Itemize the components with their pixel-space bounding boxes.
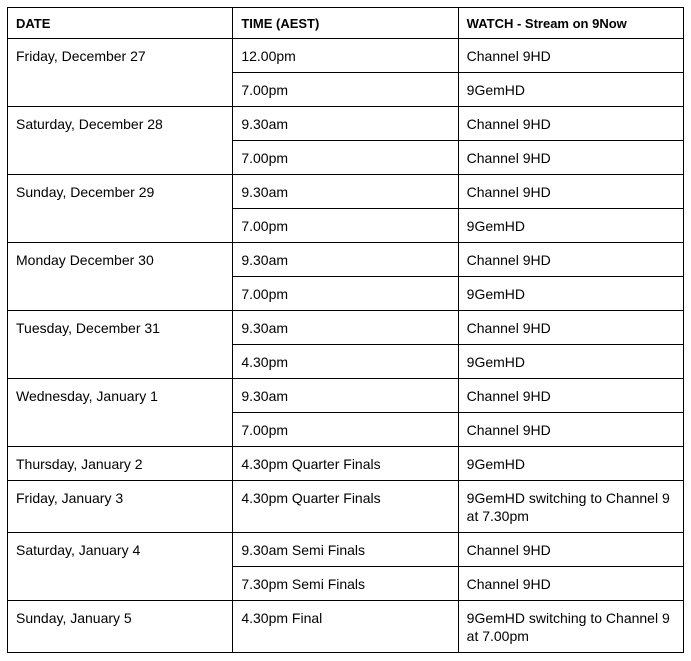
table-row: Sunday, January 5 4.30pm Final 9GemHD swit… xyxy=(6,600,685,653)
watch-cell: Channel 9HD xyxy=(457,106,685,141)
date-cell: Sunday, January 5 xyxy=(6,600,234,653)
date-cell: Sunday, December 29 xyxy=(6,174,234,243)
time-cell: 7.00pm xyxy=(232,72,459,107)
time-cell: 4.30pm xyxy=(232,344,459,379)
watch-cell: Channel 9HD xyxy=(457,566,685,601)
time-cell: 9.30am xyxy=(232,310,459,345)
time-cell: 9.30am Semi Finals xyxy=(232,532,459,567)
header-watch: WATCH - Stream on 9Now xyxy=(457,7,685,39)
time-cell: 7.00pm xyxy=(232,208,459,243)
watch-cell: Channel 9HD xyxy=(457,378,685,413)
watch-cell: 9GemHD switching to Channel 9 at 7.00pm xyxy=(457,600,685,653)
time-cell: 4.30pm Final xyxy=(232,600,459,653)
table-row: Friday, December 27 12.00pm Channel 9HD xyxy=(6,38,685,107)
table-row: 7.00pm 9GemHD xyxy=(8,72,685,107)
table-row: Tuesday, December 31 9.30am Channel 9HD xyxy=(6,310,685,379)
time-cell: 4.30pm Quarter Finals xyxy=(232,446,459,481)
time-cell: 7.00pm xyxy=(232,276,459,311)
table-row: 7.00pm 9GemHD xyxy=(8,276,685,311)
time-cell: 9.30am xyxy=(232,242,459,277)
table-row: Wednesday, January 1 9.30am Channel 9HD xyxy=(6,378,685,447)
date-cell: Tuesday, December 31 xyxy=(6,310,234,379)
table-row: Thursday, January 2 4.30pm Quarter Finals… xyxy=(6,446,685,481)
watch-cell: Channel 9HD xyxy=(457,140,685,175)
date-cell: Monday December 30 xyxy=(6,242,234,311)
watch-cell: Channel 9HD xyxy=(457,38,685,73)
date-cell: Thursday, January 2 xyxy=(6,446,234,481)
watch-cell: 9GemHD xyxy=(457,276,685,311)
table-row: Saturday, December 28 9.30am Channel 9HD xyxy=(6,106,685,175)
watch-cell: Channel 9HD xyxy=(457,310,685,345)
time-cell: 9.30am xyxy=(232,106,459,141)
table-row: 7.00pm Channel 9HD xyxy=(8,412,685,447)
header-date: DATE xyxy=(6,7,234,39)
watch-cell: 9GemHD xyxy=(457,344,685,379)
header-time: TIME (AEST) xyxy=(232,7,459,39)
table-row: 4.30pm 9GemHD xyxy=(8,344,685,379)
header-row: DATE TIME (AEST) WATCH - Stream on 9Now xyxy=(6,7,685,39)
date-cell: Saturday, January 4 xyxy=(6,532,234,601)
watch-cell: Channel 9HD xyxy=(457,174,685,209)
watch-cell: 9GemHD switching to Channel 9 at 7.30pm xyxy=(457,480,685,533)
date-cell: Friday, January 3 xyxy=(6,480,234,533)
time-cell: 9.30am xyxy=(232,174,459,209)
table-row: 7.00pm 9GemHD xyxy=(8,208,685,243)
table-row: Sunday, December 29 9.30am Channel 9HD xyxy=(6,174,685,243)
watch-cell: 9GemHD xyxy=(457,446,685,481)
broadcast-schedule-table: DATE TIME (AEST) WATCH - Stream on 9Now … xyxy=(6,7,685,653)
watch-cell: Channel 9HD xyxy=(457,532,685,567)
table-row: Monday December 30 9.30am Channel 9HD xyxy=(6,242,685,311)
date-cell: Saturday, December 28 xyxy=(6,106,234,175)
table-row: 7.00pm Channel 9HD xyxy=(8,140,685,175)
date-cell: Friday, December 27 xyxy=(6,38,234,107)
table-row: Friday, January 3 4.30pm Quarter Finals 9G… xyxy=(6,480,685,533)
watch-cell: Channel 9HD xyxy=(457,242,685,277)
table-row: Saturday, January 4 9.30am Semi Finals Cha… xyxy=(6,532,685,601)
time-cell: 12.00pm xyxy=(232,38,459,73)
time-cell: 7.00pm xyxy=(232,412,459,447)
time-cell: 7.30pm Semi Finals xyxy=(232,566,459,601)
watch-cell: 9GemHD xyxy=(457,72,685,107)
time-cell: 4.30pm Quarter Finals xyxy=(232,480,459,533)
watch-cell: Channel 9HD xyxy=(457,412,685,447)
time-cell: 7.00pm xyxy=(232,140,459,175)
time-cell: 9.30am xyxy=(232,378,459,413)
date-cell: Wednesday, January 1 xyxy=(6,378,234,447)
watch-cell: 9GemHD xyxy=(457,208,685,243)
table-row: 7.30pm Semi Finals Channel 9HD xyxy=(8,566,685,601)
